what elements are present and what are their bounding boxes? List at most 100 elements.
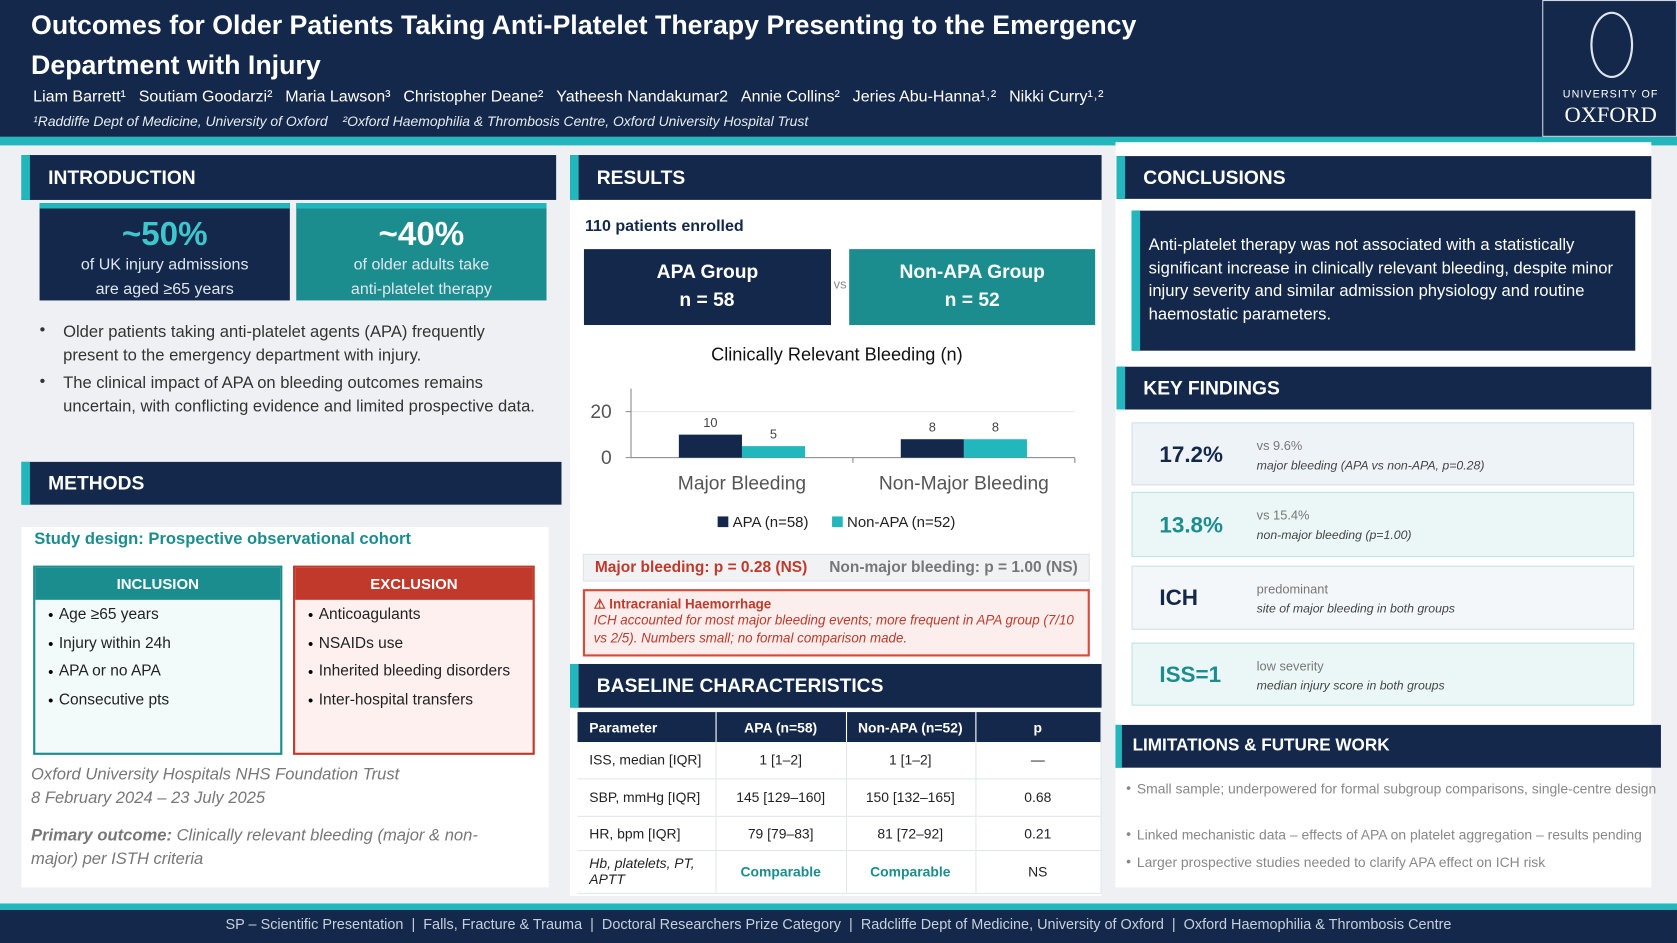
author: Soutiam Goodarzi²: [138, 87, 273, 106]
section-heading: METHODS: [21, 461, 562, 505]
site-text: Oxford University Hospitals NHS Foundati…: [31, 765, 400, 784]
limitation-item: Small sample; underpowered for formal su…: [1136, 780, 1657, 797]
vs-text: vs: [833, 276, 847, 292]
author: Annie Collins²: [740, 87, 840, 106]
site-text: 8 February 2024 – 23 July 2025: [31, 789, 266, 808]
finding-detail: non-major bleeding (p=1.00): [1256, 529, 1412, 543]
authors: Liam Barrett¹ Soutiam Goodarzi² Maria Laws…: [33, 88, 1316, 112]
group-n: n = 52: [944, 288, 1000, 311]
logo: UNIVERSITY OF OXFORD: [1542, 0, 1677, 137]
finding-label: low severity: [1256, 658, 1324, 674]
table-cell: 145 [129–160]: [716, 778, 847, 816]
affiliations: ¹Raddiffe Dept of Medicine, University o…: [33, 113, 1209, 132]
header-strip: [0, 136, 1677, 146]
data-label: 8: [992, 420, 999, 435]
finding-value: 17.2%: [1159, 442, 1224, 468]
table-cell: 1 [1–2]: [716, 742, 847, 779]
table-cell: Comparable: [716, 850, 847, 893]
data-row: ISS, median [IQR] 1 [1–2] 1 [1–2] —: [577, 742, 1102, 779]
author: Maria Lawson³: [285, 87, 391, 106]
footer-strip: [0, 903, 1677, 910]
finding-card: 17.2% vs 9.6% major bleeding (APA vs non-A…: [1131, 422, 1635, 486]
limitations-heading: LIMITATIONS & FUTURE WORK: [1115, 724, 1661, 768]
ich-title: ⚠ Intracranial Haemorrhage: [593, 596, 772, 612]
stat-box: ~50% of UK injury admissions are aged ≥65 …: [39, 203, 290, 301]
legend-swatch: [717, 516, 729, 528]
bullet-dot: •: [308, 606, 314, 624]
conclusion-box: Anti-platelet therapy was not associated…: [1131, 210, 1636, 351]
intro-bullet: The clinical impact of APA on bleeding o…: [63, 374, 535, 416]
affiliation: ¹Raddiffe Dept of Medicine, University o…: [33, 113, 328, 130]
logo-line2: OXFORD: [1564, 101, 1657, 128]
header-band: [0, 0, 1677, 137]
section-heading: CONCLUSIONS: [1116, 156, 1652, 199]
group-name: APA Group: [656, 260, 759, 283]
author: Christopher Deane²: [403, 87, 544, 106]
significance: Major bleeding: p = 0.28 (NS) Non-major b…: [582, 553, 1090, 582]
column-header: p: [975, 712, 1102, 743]
bullet-dot: •: [1126, 779, 1132, 796]
bullet-dot: •: [48, 662, 54, 681]
section-heading: BASELINE CHARACTERISTICS: [570, 663, 1102, 708]
finding-detail: major bleeding (APA vs non-APA, p=0.28): [1256, 459, 1485, 473]
legend-label: Non-APA (n=52): [847, 514, 955, 531]
author: Yatheesh Nandakumar2: [556, 87, 729, 106]
finding-detail: site of major bleeding in both groups: [1256, 603, 1455, 616]
nonmajor-p: Non-major bleeding: p = 1.00 (NS): [829, 559, 1078, 577]
x-tick-label: Major Bleeding: [678, 474, 806, 495]
inclusion-item: APA or no APA: [58, 662, 161, 681]
finding-value: ICH: [1159, 585, 1199, 611]
y-tick-label: 20: [590, 402, 611, 423]
finding-card: ICH predominant site of major bleeding in …: [1131, 565, 1635, 630]
inclusion-item: Age ≥65 years: [58, 606, 159, 624]
group-name: Non-APA Group: [899, 260, 1045, 283]
table-cell: 150 [132–165]: [846, 778, 977, 816]
bar: [678, 434, 742, 458]
exclusion-box: EXCLUSION • Anticoagulants • NSAIDs use • Inhe…: [293, 565, 535, 755]
table-cell: HR, bpm [IQR]: [577, 815, 717, 851]
intro-bullet: Older patients taking anti-platelet agen…: [63, 322, 485, 365]
inclusion-item: Injury within 24h: [58, 634, 171, 652]
bullet-dot: •: [48, 634, 54, 652]
finding-label: predominant: [1256, 581, 1329, 597]
author: Nikki Curry¹˒²: [1009, 87, 1104, 106]
bullet-dot: •: [308, 634, 314, 652]
stat-text: of older adults take: [353, 255, 490, 274]
data-row: HR, bpm [IQR] 79 [79–83] 81 [72–92] 0.21: [577, 815, 1102, 851]
limitation-item: Linked mechanistic data – effects of APA…: [1136, 826, 1642, 843]
data-label: 5: [770, 427, 777, 442]
table-cell: 1 [1–2]: [846, 742, 977, 779]
study-design: Study design: Prospective observational …: [34, 530, 411, 549]
exclusion-item: NSAIDs use: [318, 634, 404, 652]
primary-outcome: Primary outcome: Clinically relevant ble…: [31, 824, 523, 877]
stat-text: are aged ≥65 years: [95, 280, 234, 299]
finding-label: vs 9.6%: [1256, 438, 1303, 454]
section-heading: KEY FINDINGS: [1116, 366, 1652, 410]
table-cell: SBP, mmHg [IQR]: [577, 778, 717, 816]
bullet-dot: •: [48, 606, 54, 624]
y-tick-label: 0: [601, 448, 612, 469]
header-row: Parameter APA (n=58) Non-APA (n=52) p: [577, 712, 1102, 743]
table-cell: 81 [72–92]: [846, 815, 977, 851]
data-label: 10: [703, 415, 717, 430]
column-header: APA (n=58): [716, 712, 847, 743]
bar: [963, 439, 1027, 458]
data-label: 8: [929, 420, 936, 435]
crest: [1590, 11, 1634, 79]
major-p: Major bleeding: p = 0.28 (NS): [594, 559, 808, 577]
inclusion-box: INCLUSION • Age ≥65 years • Injury within 24…: [33, 565, 283, 755]
bullet-dot: •: [39, 372, 46, 391]
baseline-table: Parameter APA (n=58) Non-APA (n=52) p ISS, m…: [577, 712, 1102, 893]
data-row: SBP, mmHg [IQR] 145 [129–160] 150 [132–165…: [577, 778, 1102, 816]
bullet-dot: •: [48, 691, 54, 709]
affiliation: ²Oxford Haemophilia & Thrombosis Centre,…: [342, 113, 809, 130]
primary-outcome-label: Primary outcome:: [31, 826, 172, 845]
inclusion-item: Consecutive pts: [58, 691, 170, 709]
bullet-dot: •: [308, 691, 314, 709]
exclusion-item: Inherited bleeding disorders: [318, 662, 511, 681]
stat-value: ~50%: [121, 214, 208, 253]
stat-text: of UK injury admissions: [80, 255, 249, 274]
limitation-item: Larger prospective studies needed to cla…: [1136, 854, 1546, 871]
